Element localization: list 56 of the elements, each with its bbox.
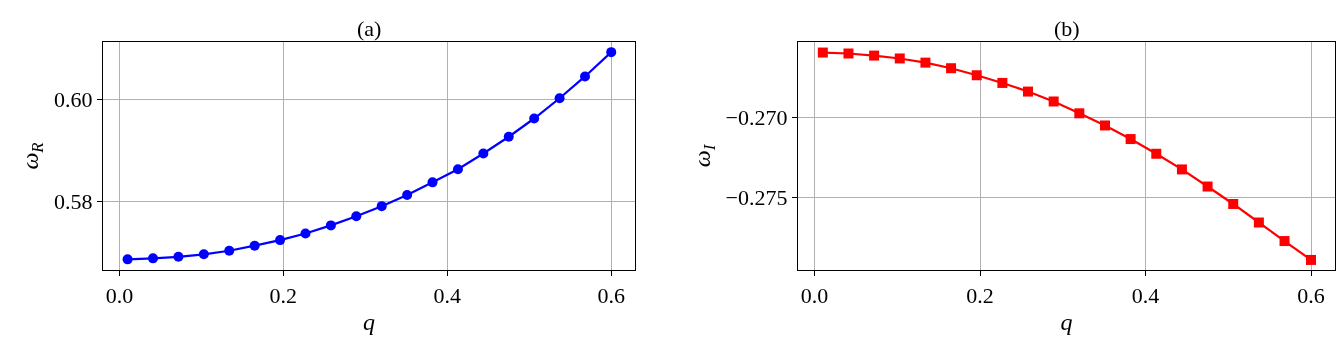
point <box>971 70 982 81</box>
point <box>402 190 413 201</box>
x-tick-label: 0.0 <box>800 282 829 308</box>
point <box>249 240 260 251</box>
point <box>1176 164 1187 175</box>
point <box>1151 148 1162 159</box>
point <box>946 63 957 74</box>
point <box>198 249 209 260</box>
point <box>452 164 463 175</box>
point <box>122 254 133 265</box>
x-axis-title: q <box>363 308 375 335</box>
point <box>554 93 565 104</box>
point <box>580 71 590 82</box>
point <box>1099 120 1110 131</box>
point <box>478 148 489 159</box>
point <box>427 177 438 188</box>
x-axis-title: q <box>1060 308 1073 335</box>
point <box>351 211 362 222</box>
point <box>148 253 158 264</box>
x-tick-label: 0.6 <box>597 282 625 308</box>
point <box>997 77 1008 88</box>
chart-title: (a) <box>357 16 382 41</box>
point <box>1306 254 1316 265</box>
point <box>376 201 387 212</box>
x-tick-label: 0.2 <box>269 282 298 308</box>
point <box>1074 108 1085 119</box>
point <box>606 47 617 58</box>
point <box>1202 181 1213 192</box>
y-tick-label: 0.60 <box>53 87 93 113</box>
point <box>869 50 880 61</box>
point <box>843 48 854 59</box>
y-tick-label: 0.58 <box>53 188 93 214</box>
x-tick-label: 0.0 <box>105 282 134 308</box>
point <box>325 220 336 231</box>
point <box>1048 96 1059 107</box>
point <box>503 131 514 142</box>
y-tick-label: −0.270 <box>725 105 788 131</box>
point <box>1125 134 1136 145</box>
y-tick-label: −0.275 <box>725 185 788 211</box>
point <box>817 47 828 58</box>
x-tick-label: 0.4 <box>1131 282 1160 308</box>
point <box>894 53 905 64</box>
chart-title: (b) <box>1054 16 1080 41</box>
point <box>224 245 235 256</box>
point <box>1228 198 1239 209</box>
x-tick-label: 0.4 <box>433 282 462 308</box>
point <box>1279 236 1290 247</box>
point <box>173 251 184 262</box>
point <box>1253 217 1264 228</box>
point <box>1023 86 1034 97</box>
point <box>920 57 931 68</box>
point <box>300 228 311 239</box>
point <box>275 235 286 246</box>
x-tick-label: 0.6 <box>1297 282 1325 308</box>
x-tick-label: 0.2 <box>966 282 994 308</box>
point <box>529 113 540 124</box>
